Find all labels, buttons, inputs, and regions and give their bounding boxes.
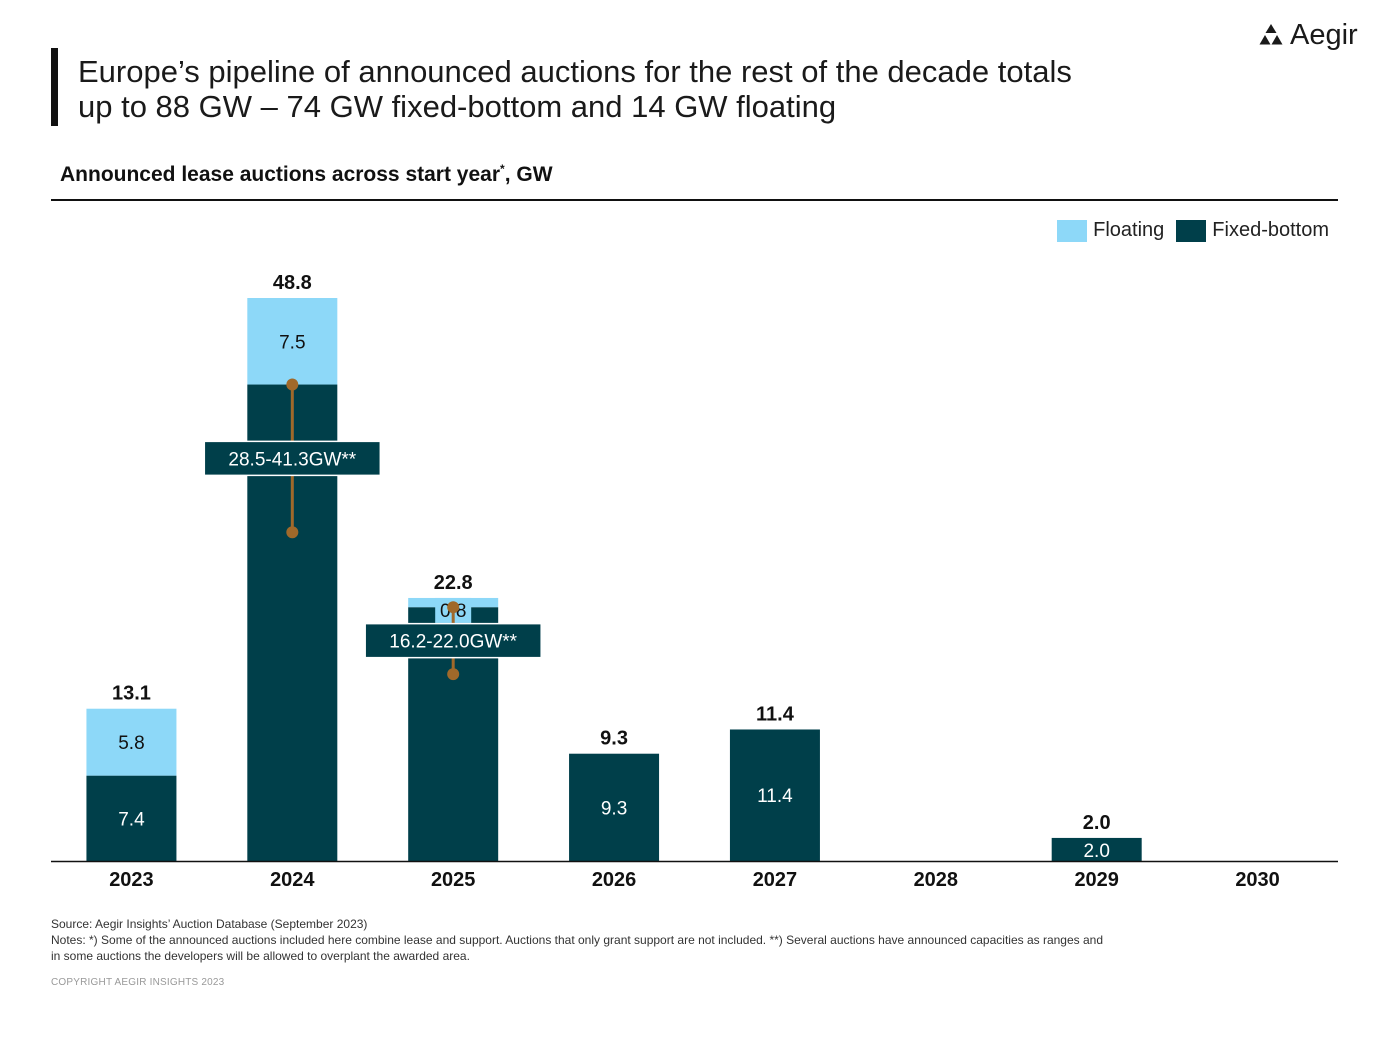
title-accent-bar	[51, 48, 58, 126]
tick-label-2023: 2023	[109, 869, 154, 891]
source-text: Source: Aegir Insights’ Auction Database…	[51, 917, 368, 931]
label-fixed-2023: 7.4	[118, 809, 145, 830]
range-label-2025: 16.2-22.0GW**	[389, 632, 517, 653]
aegir-logo: Aegir	[1258, 18, 1358, 52]
legend-swatch-floating	[1057, 219, 1088, 242]
tick-label-2030: 2030	[1235, 869, 1280, 891]
bar-floating-2024	[247, 298, 338, 385]
label-fixed-2026: 9.3	[601, 798, 627, 819]
subtitle-footnote-marker: *	[500, 162, 505, 176]
total-label-2027: 11.4	[756, 703, 795, 725]
tick-label-2026: 2026	[592, 869, 637, 891]
subtitle-unit: , GW	[504, 163, 553, 186]
tick-label-2028: 2028	[914, 869, 959, 891]
subtitle-divider	[51, 199, 1338, 201]
label-floating-2024: 7.5	[279, 332, 305, 353]
title-line-2: up to 88 GW – 74 GW fixed-bottom and 14 …	[78, 89, 837, 124]
total-label-2026: 9.3	[600, 728, 628, 750]
tick-label-2029: 2029	[1074, 869, 1119, 891]
range-label-box-2025	[364, 622, 542, 659]
legend-label-floating: Floating	[1093, 219, 1165, 241]
legend-item-fixed: Fixed-bottom	[1176, 219, 1329, 242]
title-line-1: Europe’s pipeline of announced auctions …	[78, 54, 1072, 89]
stacked-bar-chart: 7.45.813.120237.548.820240.822.820259.39…	[51, 272, 1338, 891]
bar-fixed-2027	[729, 729, 820, 861]
aegir-logo-icon	[1259, 24, 1283, 45]
notes-line-2: in some auctions the developers will be …	[51, 949, 470, 963]
chart-legend: Floating Fixed-bottom	[1045, 219, 1329, 242]
logo-text: Aegir	[1290, 18, 1358, 51]
legend-item-floating: Floating	[1057, 219, 1164, 242]
source-notes: Source: Aegir Insights’ Auction Database…	[51, 916, 1321, 964]
bar-fixed-2026	[569, 753, 660, 861]
tick-label-2027: 2027	[753, 869, 798, 891]
total-label-2023: 13.1	[112, 683, 151, 705]
legend-swatch-fixed	[1176, 219, 1207, 242]
total-label-2024: 48.8	[273, 272, 312, 294]
total-label-2025: 22.8	[434, 572, 473, 594]
bar-fixed-2023	[86, 775, 177, 861]
range-high-dot-2024	[286, 378, 299, 391]
label-fixed-2027: 11.4	[757, 786, 793, 807]
subtitle-text: Announced lease auctions across start ye…	[60, 163, 501, 186]
label-fixed-2029: 2.0	[1083, 841, 1109, 862]
tick-label-2024: 2024	[270, 869, 315, 891]
bar-fixed-2029	[1051, 837, 1142, 861]
page-title: Europe’s pipeline of announced auctions …	[78, 54, 1228, 124]
legend-label-fixed: Fixed-bottom	[1212, 219, 1329, 241]
copyright: COPYRIGHT AEGIR INSIGHTS 2023	[51, 977, 225, 988]
range-label-2024: 28.5-41.3GW**	[228, 449, 356, 470]
label-floating-2023: 5.8	[118, 733, 144, 754]
range-low-dot-2024	[286, 526, 299, 539]
bar-floating-2023	[86, 708, 177, 776]
tick-label-2025: 2025	[431, 869, 476, 891]
chart-subtitle: Announced lease auctions across start ye…	[60, 162, 553, 187]
total-label-2029: 2.0	[1083, 812, 1111, 834]
range-label-box-2024	[203, 440, 382, 477]
range-high-dot-2025	[447, 601, 460, 614]
notes-line-1: Notes: *) Some of the announced auctions…	[51, 933, 1104, 947]
range-low-dot-2025	[447, 668, 460, 681]
